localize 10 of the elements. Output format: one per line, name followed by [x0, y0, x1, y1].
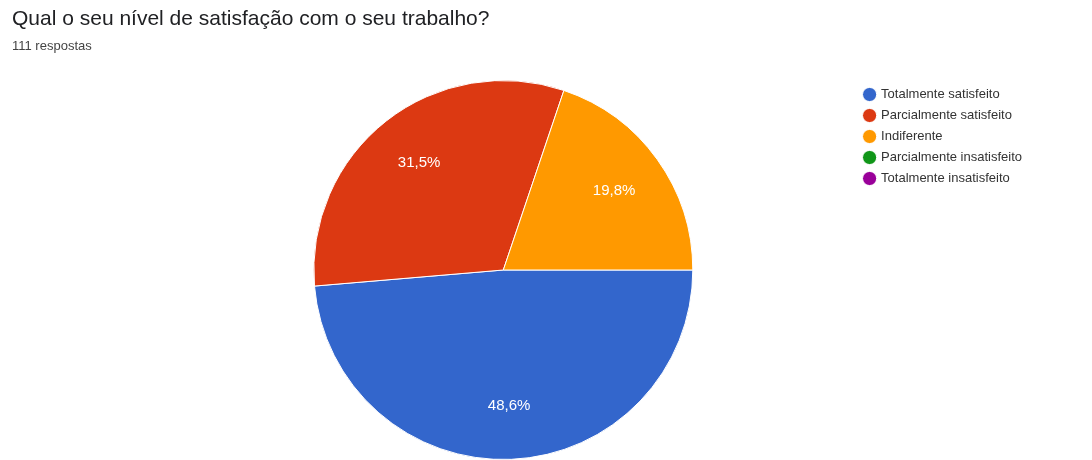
data-label: 48,6% [487, 396, 531, 414]
legend-label: Totalmente satisfeito [881, 86, 1000, 102]
data-label: 19,8% [592, 180, 636, 198]
legend-label: Parcialmente insatisfeito [881, 149, 1023, 165]
legend-label: Parcialmente satisfeito [881, 107, 1012, 123]
data-label: 31,5% [397, 152, 441, 170]
chart-title: Qual o seu nível de satisfação com o seu trabalho? [12, 6, 490, 30]
text: 111 respostas [12, 38, 92, 53]
legend-label: Totalmente insatisfeito [881, 170, 1010, 186]
legend-label: Indiferente [881, 128, 943, 144]
